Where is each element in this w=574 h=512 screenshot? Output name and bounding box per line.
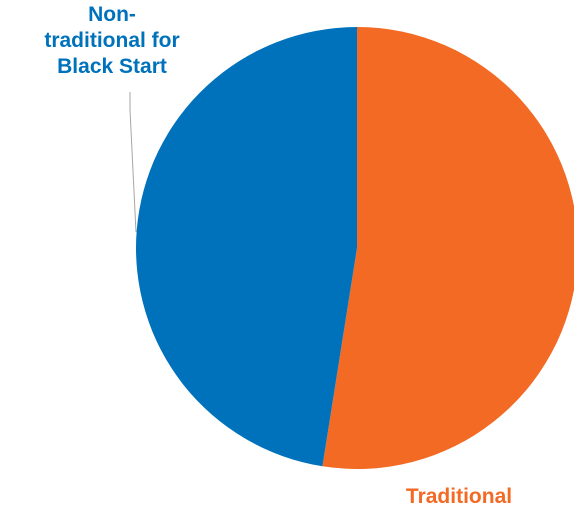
- pie-slice-traditional: [322, 27, 574, 469]
- leader-lines: [129, 92, 137, 233]
- leader-line-non-traditional: [129, 92, 137, 233]
- slice-label-traditional: Traditional: [406, 485, 512, 508]
- pie-slices: [135, 27, 574, 469]
- pie-slice-non-traditional-for-black-start: [135, 27, 357, 467]
- slice-label-non-traditional-for-black-start: Non-traditional for Black Start: [44, 3, 179, 78]
- slice-labels: Traditional Non-traditional for Black Star…: [44, 3, 512, 508]
